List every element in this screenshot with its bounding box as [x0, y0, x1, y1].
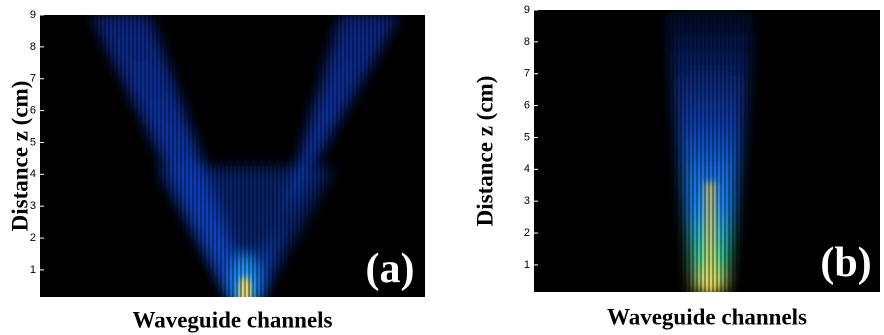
- y-tick-label: 8: [30, 41, 36, 53]
- y-tick-label: 6: [524, 99, 530, 111]
- y-tick-label: 6: [30, 104, 36, 116]
- y-tick-label: 4: [524, 163, 530, 175]
- y-tick-label: 7: [30, 73, 36, 85]
- x-axis-label: Waveguide channels: [607, 304, 807, 329]
- panel-label: (b): [820, 240, 871, 286]
- y-tick-label: 3: [524, 195, 530, 207]
- y-tick-label: 1: [30, 264, 36, 276]
- stripe-overlay: [534, 10, 880, 292]
- y-tick-label: 5: [524, 131, 530, 143]
- heatmap-image: [40, 15, 425, 297]
- y-tick-label: 7: [524, 68, 530, 80]
- y-axis-label: Distance z (cm): [472, 76, 497, 227]
- panel: 1 2 3 4 5 6 7 8 9 Distance z (cm) Waveguide channe…: [472, 4, 880, 329]
- heatmap-image: [534, 10, 880, 292]
- y-tick-label: 8: [524, 36, 530, 48]
- y-tick-label: 2: [30, 232, 36, 244]
- panel: 1 2 3 4 5 6 7 8 9 Distance z (cm) Waveguide channe…: [7, 9, 425, 332]
- y-tick-label: 1: [524, 259, 530, 271]
- y-tick-label: 9: [524, 4, 530, 16]
- x-axis-label: Waveguide channels: [132, 307, 332, 332]
- y-tick-label: 5: [30, 136, 36, 148]
- y-tick-label: 9: [30, 9, 36, 21]
- y-tick-label: 3: [30, 200, 36, 212]
- stripe-overlay: [40, 15, 425, 297]
- y-tick-label: 2: [524, 227, 530, 239]
- panel-label: (a): [366, 246, 415, 292]
- y-tick-label: 4: [30, 168, 36, 180]
- y-axis-label: Distance z (cm): [7, 81, 32, 232]
